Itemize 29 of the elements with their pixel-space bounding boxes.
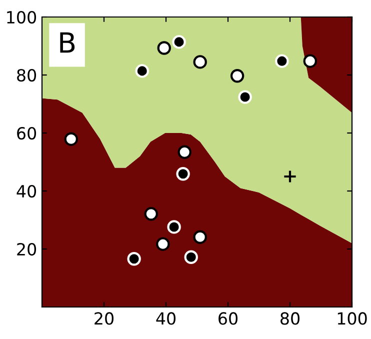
- y-tick-label: 60: [17, 126, 36, 140]
- x-tick-label: 80: [280, 312, 300, 325]
- x-tick-label: 40: [156, 312, 176, 325]
- y-tick-label: 20: [17, 242, 36, 256]
- point: [283, 170, 297, 184]
- point: [230, 69, 244, 83]
- point: [157, 41, 171, 55]
- y-tick-label: 40: [16, 184, 36, 198]
- point: [238, 90, 252, 104]
- point: [135, 64, 149, 78]
- point: [144, 207, 158, 221]
- point: [64, 132, 78, 146]
- point: [193, 230, 207, 244]
- point: [303, 54, 318, 68]
- point: [167, 220, 181, 234]
- point: [156, 237, 170, 251]
- point: [178, 145, 192, 159]
- chart-title: B: [60, 32, 75, 53]
- point: [193, 55, 207, 69]
- x-tick-label: 60: [218, 312, 238, 325]
- point: [176, 167, 190, 181]
- x-tick-label: 20: [94, 312, 114, 325]
- point: [184, 250, 198, 264]
- point: [127, 252, 141, 266]
- y-tick-label: 100: [7, 10, 36, 24]
- point: [172, 35, 186, 49]
- x-tick-label: 100: [338, 312, 367, 325]
- y-tick-label: 80: [17, 68, 36, 82]
- point: [275, 54, 289, 68]
